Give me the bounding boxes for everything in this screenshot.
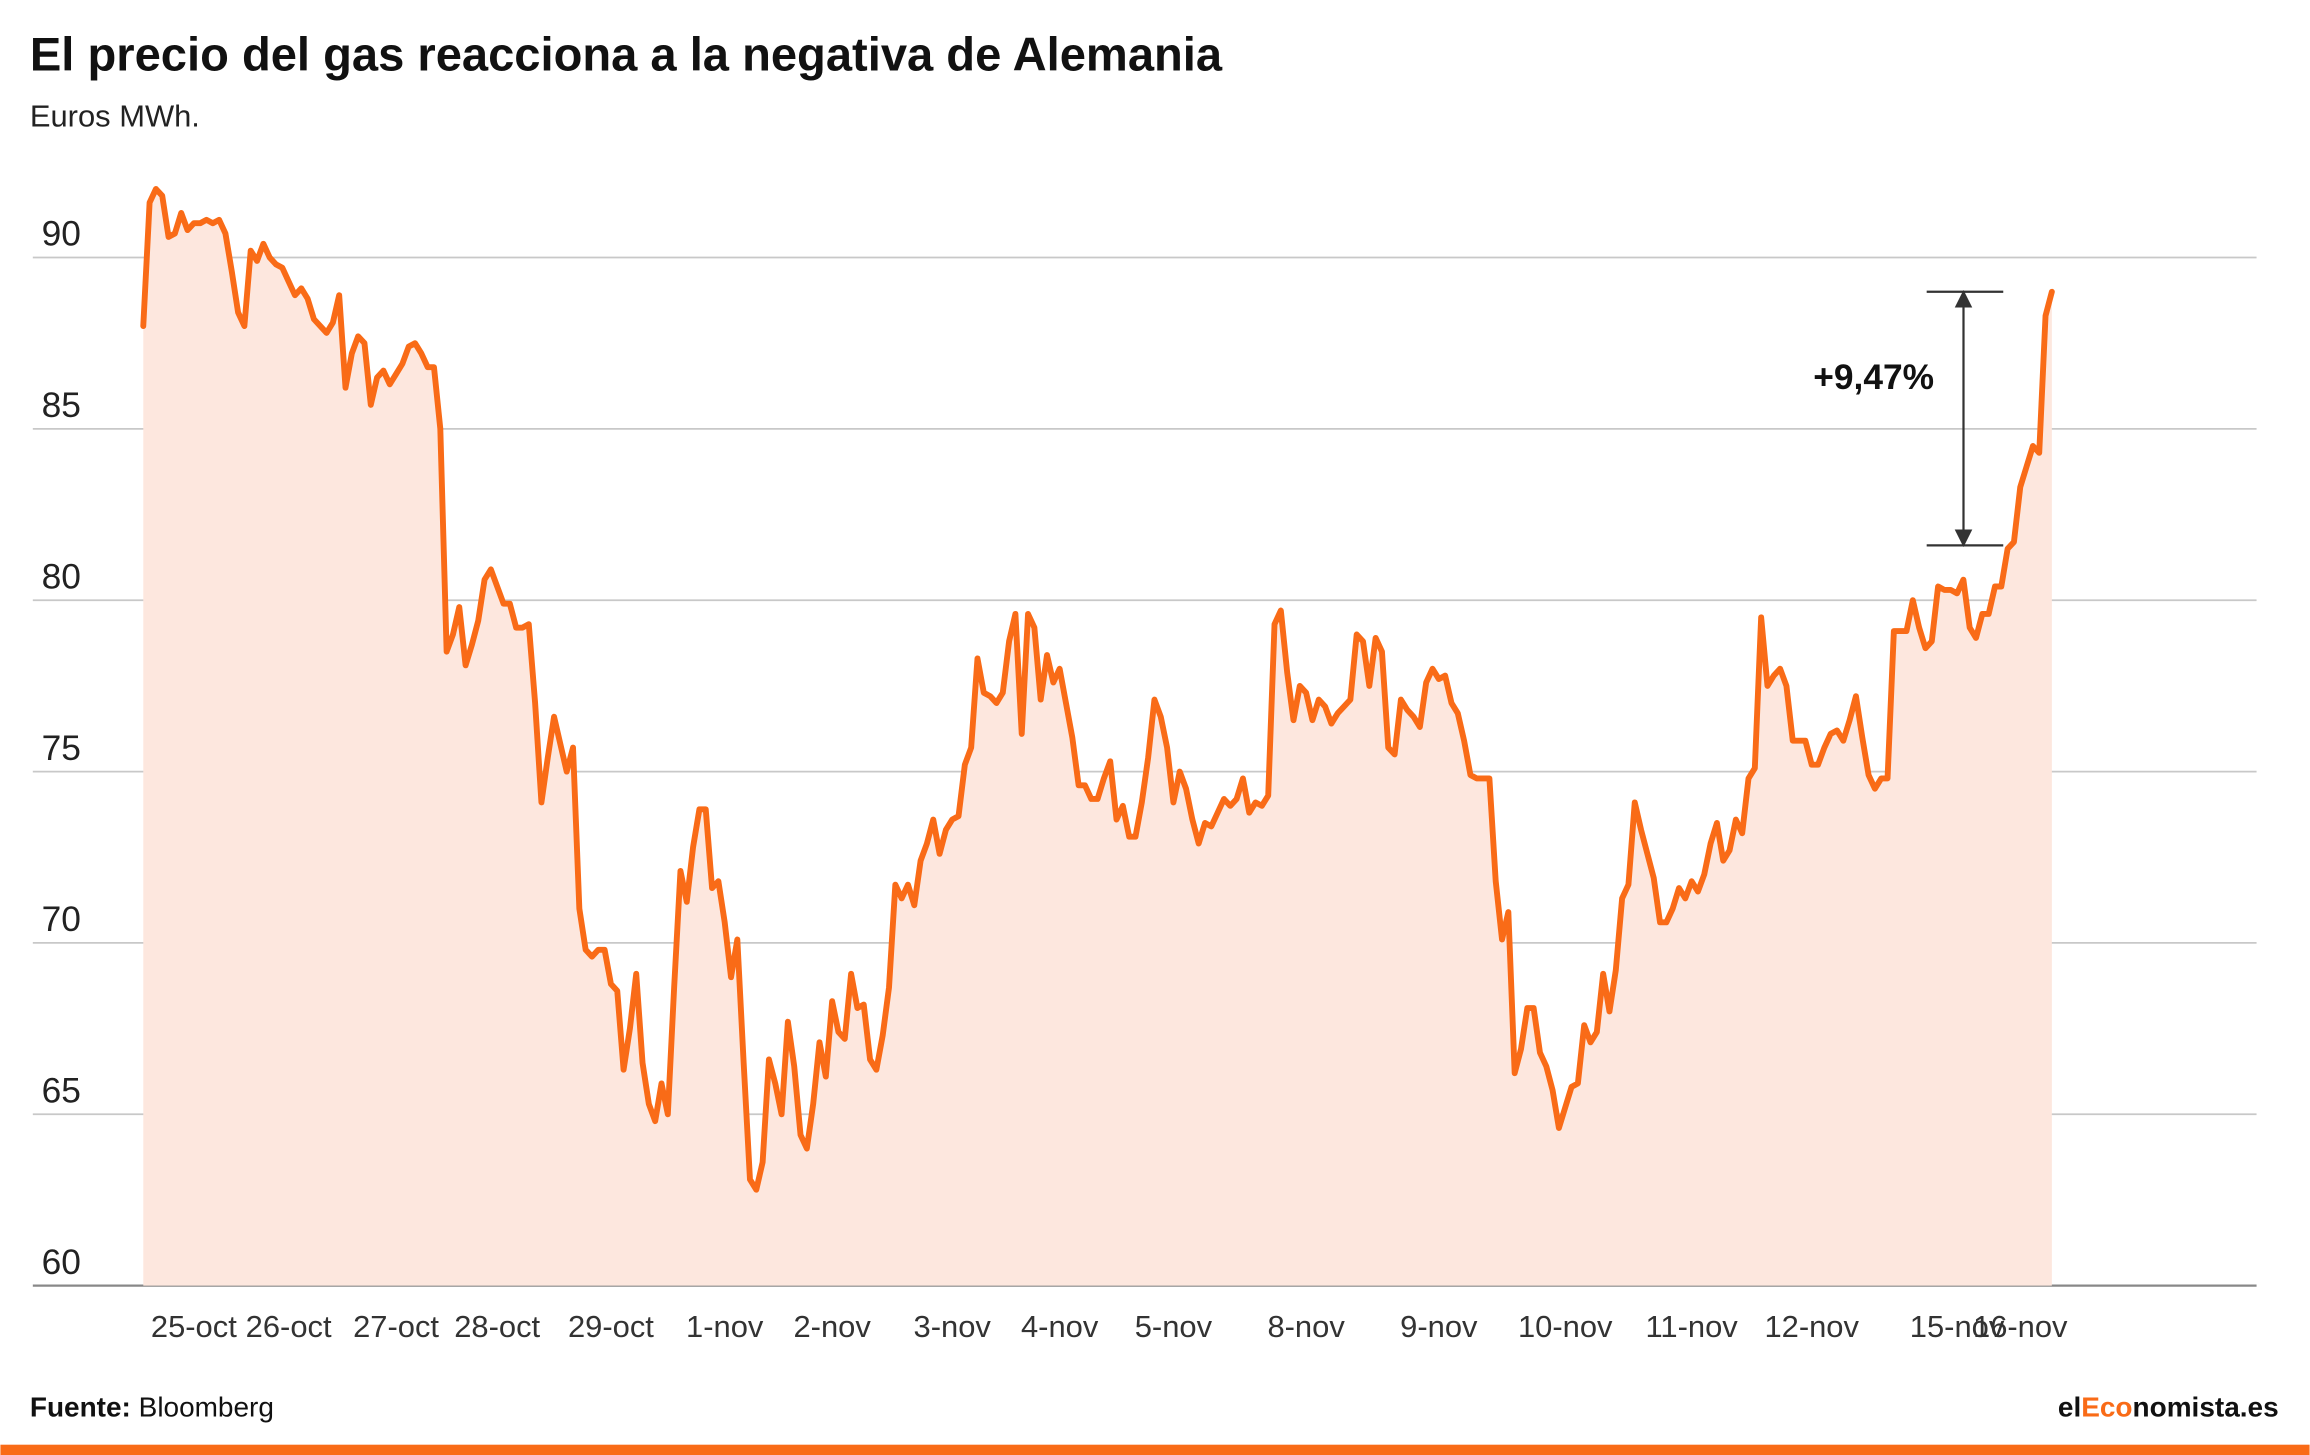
footer-bar (0, 1444, 2310, 1455)
source: Fuente: Bloomberg (30, 1392, 274, 1423)
x-tick-label: 5-nov (1135, 1309, 1213, 1344)
area (143, 188, 2052, 1286)
source-label: Fuente: (30, 1392, 131, 1423)
logo: elEconomista.es (2058, 1392, 2279, 1423)
x-tick-label: 27-oct (353, 1309, 439, 1344)
x-tick-label: 4-nov (1021, 1309, 1099, 1344)
source-text: Bloomberg (139, 1392, 274, 1423)
x-tick-label: 12-nov (1764, 1309, 1859, 1344)
chart-subtitle: Euros MWh. (30, 99, 200, 134)
y-tick-label: 65 (42, 1072, 81, 1111)
y-tick-label: 80 (42, 557, 81, 596)
x-tick-label: 28-oct (454, 1309, 540, 1344)
annotation-text: +9,47% (1813, 358, 1934, 397)
x-tick-label: 25-oct (151, 1309, 237, 1344)
plot-area: +9,47% (140, 186, 2055, 1286)
x-tick-label: 8-nov (1267, 1309, 1345, 1344)
x-tick-label: 10-nov (1518, 1309, 1613, 1344)
y-tick-label: 60 (42, 1243, 81, 1282)
logo-part: el (2058, 1392, 2081, 1423)
x-tick-label: 15-nov (1910, 1309, 2005, 1344)
x-tick-label: 2-nov (793, 1309, 871, 1344)
logo-part: Eco (2081, 1392, 2132, 1423)
y-tick-label: 75 (42, 729, 81, 768)
x-axis: 25-oct 26-oct 27-oct 28-oct 29-oct 1-nov 2-nov… (151, 1309, 2068, 1344)
x-tick-label: 9-nov (1400, 1309, 1478, 1344)
x-tick-label: 11-nov (1646, 1309, 1739, 1344)
logo-part: nomista.es (2133, 1392, 2279, 1423)
x-tick-label: 26-oct (246, 1309, 332, 1344)
y-tick-label: 85 (42, 386, 81, 425)
x-tick-label: 29-oct (568, 1309, 654, 1344)
chart-title: El precio del gas reacciona a la negativ… (30, 28, 1223, 81)
x-tick-label: 3-nov (914, 1309, 992, 1344)
x-tick-label: 1-nov (686, 1309, 764, 1344)
y-tick-label: 70 (42, 900, 81, 939)
x-tick-label: 16-nov (1973, 1309, 2068, 1344)
line (140, 186, 2055, 1193)
y-tick-label: 90 (42, 215, 81, 254)
